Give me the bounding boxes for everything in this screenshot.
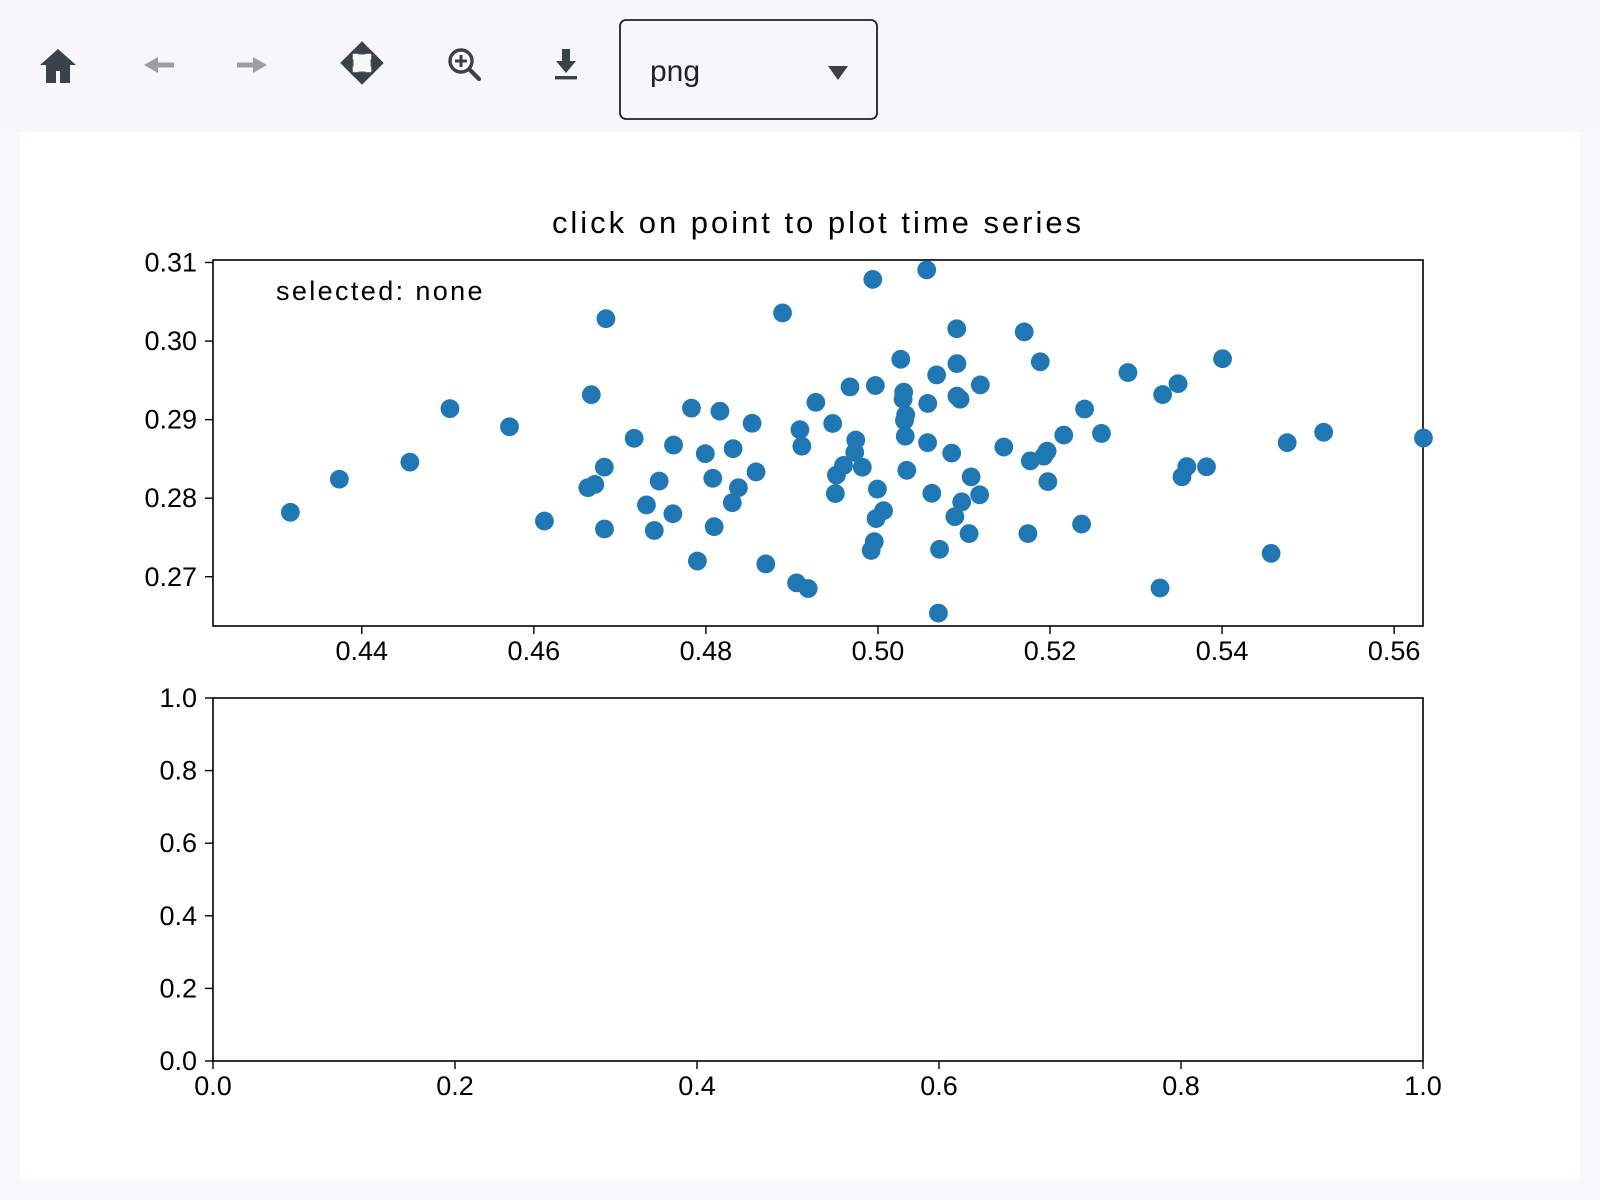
svg-text:0.48: 0.48 <box>680 636 733 666</box>
svg-text:1.0: 1.0 <box>159 683 197 713</box>
svg-text:0.8: 0.8 <box>159 756 197 786</box>
svg-text:click on point to plot time se: click on point to plot time series <box>552 205 1084 240</box>
svg-text:0.6: 0.6 <box>920 1071 958 1101</box>
svg-text:0.50: 0.50 <box>852 636 905 666</box>
svg-text:0.2: 0.2 <box>159 973 197 1003</box>
svg-text:png: png <box>650 55 700 88</box>
svg-text:0.4: 0.4 <box>678 1071 716 1101</box>
svg-text:0.31: 0.31 <box>144 248 197 278</box>
svg-text:0.27: 0.27 <box>144 562 197 592</box>
svg-text:0.28: 0.28 <box>144 483 197 513</box>
svg-text:0.46: 0.46 <box>508 636 561 666</box>
svg-text:0.0: 0.0 <box>159 1046 197 1076</box>
svg-text:0.52: 0.52 <box>1024 636 1077 666</box>
svg-text:0.8: 0.8 <box>1162 1071 1200 1101</box>
svg-text:0.6: 0.6 <box>159 828 197 858</box>
svg-text:0.0: 0.0 <box>194 1071 232 1101</box>
svg-text:0.29: 0.29 <box>144 405 197 435</box>
svg-text:0.2: 0.2 <box>436 1071 474 1101</box>
svg-text:1.0: 1.0 <box>1404 1071 1442 1101</box>
svg-text:selected: none: selected: none <box>276 276 485 306</box>
svg-text:0.30: 0.30 <box>144 326 197 356</box>
svg-text:0.44: 0.44 <box>336 636 389 666</box>
svg-text:0.4: 0.4 <box>159 901 197 931</box>
svg-text:0.56: 0.56 <box>1368 636 1421 666</box>
svg-text:0.54: 0.54 <box>1196 636 1249 666</box>
